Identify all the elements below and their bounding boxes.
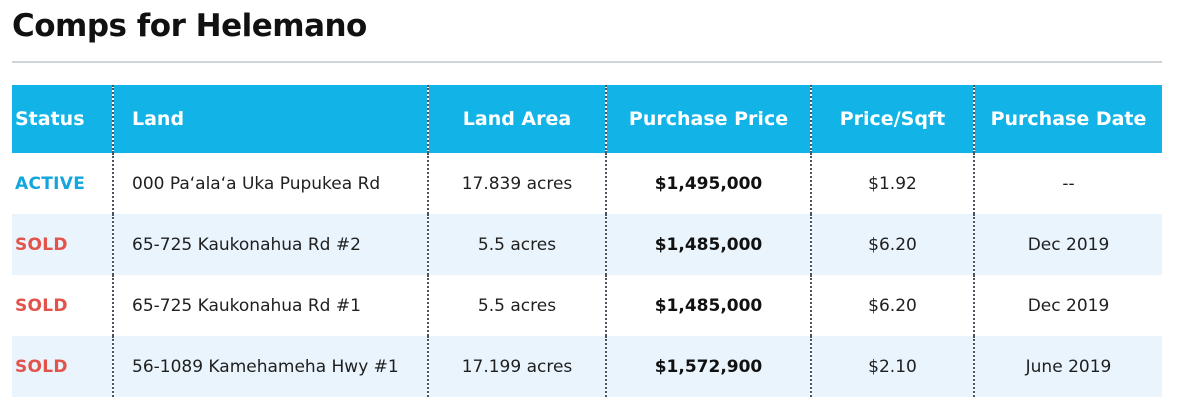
comps-table: Status Land Land Area Purchase Price Pri… — [12, 85, 1162, 397]
header-purchase-price: Purchase Price — [606, 85, 812, 153]
land-area-cell: 17.199 acres — [428, 336, 607, 397]
table-row: SOLD 56-1089 Kamehameha Hwy #1 17.199 ac… — [12, 336, 1162, 397]
status-cell: SOLD — [12, 336, 114, 397]
purchase-price-cell: $1,495,000 — [606, 153, 812, 214]
status-cell: SOLD — [12, 214, 114, 275]
table-header: Status Land Land Area Purchase Price Pri… — [12, 85, 1162, 153]
table-row: SOLD 65-725 Kaukonahua Rd #2 5.5 acres $… — [12, 214, 1162, 275]
table-row: ACTIVE 000 Pa‘ala‘a Uka Pupukea Rd 17.83… — [12, 153, 1162, 214]
purchase-price-cell: $1,572,900 — [606, 336, 812, 397]
purchase-price-value: $1,485,000 — [654, 234, 763, 255]
status-badge: SOLD — [15, 295, 68, 316]
price-sqft-cell: $6.20 — [811, 214, 975, 275]
table-row: SOLD 65-725 Kaukonahua Rd #1 5.5 acres $… — [12, 275, 1162, 336]
purchase-date-cell: June 2019 — [974, 336, 1162, 397]
table-body: ACTIVE 000 Pa‘ala‘a Uka Pupukea Rd 17.83… — [12, 153, 1162, 397]
land-area-cell: 5.5 acres — [428, 214, 607, 275]
header-purchase-date: Purchase Date — [974, 85, 1162, 153]
purchase-date-cell: Dec 2019 — [974, 214, 1162, 275]
status-cell: ACTIVE — [12, 153, 114, 214]
land-cell: 000 Pa‘ala‘a Uka Pupukea Rd — [113, 153, 429, 214]
purchase-price-value: $1,495,000 — [654, 173, 763, 194]
purchase-price-cell: $1,485,000 — [606, 275, 812, 336]
purchase-price-value: $1,485,000 — [654, 295, 763, 316]
status-badge: ACTIVE — [15, 173, 86, 194]
purchase-date-cell: -- — [974, 153, 1162, 214]
land-cell: 56-1089 Kamehameha Hwy #1 — [113, 336, 429, 397]
header-price-sqft: Price/Sqft — [811, 85, 975, 153]
purchase-price-value: $1,572,900 — [654, 356, 763, 377]
status-badge: SOLD — [15, 234, 68, 255]
price-sqft-cell: $1.92 — [811, 153, 975, 214]
title-divider — [12, 61, 1162, 63]
price-sqft-cell: $2.10 — [811, 336, 975, 397]
status-cell: SOLD — [12, 275, 114, 336]
header-status: Status — [12, 85, 114, 153]
purchase-date-cell: Dec 2019 — [974, 275, 1162, 336]
purchase-price-cell: $1,485,000 — [606, 214, 812, 275]
status-badge: SOLD — [15, 356, 68, 377]
header-land: Land — [113, 85, 429, 153]
land-cell: 65-725 Kaukonahua Rd #2 — [113, 214, 429, 275]
land-area-cell: 17.839 acres — [428, 153, 607, 214]
header-land-area: Land Area — [428, 85, 607, 153]
header-row: Status Land Land Area Purchase Price Pri… — [12, 85, 1162, 153]
land-cell: 65-725 Kaukonahua Rd #1 — [113, 275, 429, 336]
page-title: Comps for Helemano — [12, 8, 367, 44]
land-area-cell: 5.5 acres — [428, 275, 607, 336]
price-sqft-cell: $6.20 — [811, 275, 975, 336]
